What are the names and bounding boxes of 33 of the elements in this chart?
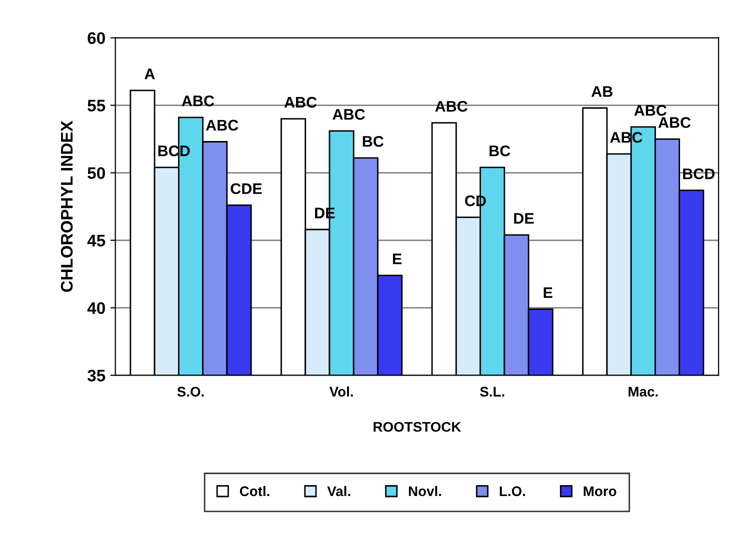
data-label: ABC	[182, 96, 214, 106]
data-label: ABC	[332, 109, 365, 120]
y-tick-label: 60	[88, 32, 105, 44]
data-label: DE	[514, 213, 534, 224]
x-axis-title: ROOTSTOCK	[374, 422, 462, 432]
x-tick-label: S.L.	[480, 386, 504, 397]
legend-label: Moro	[584, 486, 616, 496]
x-tick-label: Mac.	[628, 386, 658, 397]
y-tick-label: 45	[87, 234, 106, 247]
data-label: E	[544, 287, 552, 298]
data-label: ABC	[658, 117, 691, 128]
legend-label: L.O.	[500, 486, 525, 496]
y-tick-label: 40	[87, 302, 105, 314]
data-label: ABC	[634, 104, 667, 116]
data-label: ABC	[284, 96, 317, 108]
y-tick-label: 35	[87, 370, 106, 382]
data-label: ABC	[435, 100, 468, 112]
legend-label: Cotl.	[240, 486, 270, 496]
data-label: E	[392, 254, 402, 264]
data-label: BC	[362, 136, 384, 147]
y-tick-label: 50	[88, 167, 105, 180]
y-axis-title: CHLOROPHYL INDEX	[60, 120, 73, 292]
legend-label: Val.	[327, 486, 350, 496]
x-tick-label: S.O.	[177, 386, 204, 397]
data-label: A	[144, 68, 155, 80]
x-tick-label: Vol.	[329, 386, 353, 397]
data-label: BCD	[683, 168, 715, 180]
y-tick-label: 55	[88, 100, 106, 112]
data-label: BC	[490, 145, 510, 156]
data-label: ABC	[206, 120, 238, 131]
data-label: CDE	[230, 183, 262, 194]
data-label: AB	[591, 86, 612, 97]
legend-label: Novl.	[408, 486, 442, 496]
